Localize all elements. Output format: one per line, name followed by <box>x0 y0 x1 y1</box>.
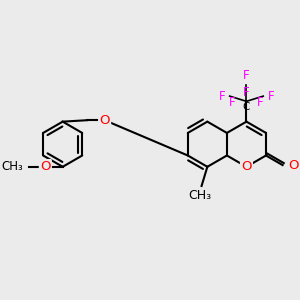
Text: F: F <box>219 90 225 103</box>
Text: O: O <box>241 160 252 173</box>
Text: CH₃: CH₃ <box>189 189 212 202</box>
Text: O: O <box>40 160 51 173</box>
Text: F: F <box>257 96 264 109</box>
Text: O: O <box>241 160 252 173</box>
Text: O: O <box>288 159 298 172</box>
Text: CH₃: CH₃ <box>2 160 24 173</box>
Text: F: F <box>268 90 274 103</box>
Text: O: O <box>40 160 51 173</box>
Text: O: O <box>99 114 110 127</box>
Text: C: C <box>243 101 250 112</box>
Text: F: F <box>243 69 250 82</box>
Text: F: F <box>243 86 250 99</box>
Text: O: O <box>99 114 110 127</box>
Text: F: F <box>229 96 236 109</box>
